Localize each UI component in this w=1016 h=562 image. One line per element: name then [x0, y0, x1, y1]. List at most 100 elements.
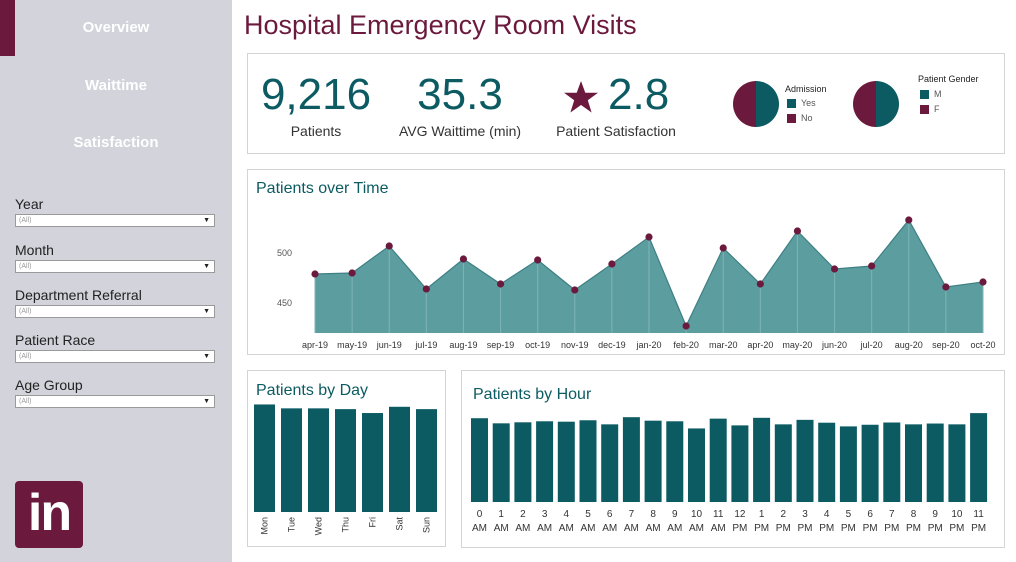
data-point[interactable] [942, 283, 950, 291]
x-tick-label: AM [472, 523, 487, 534]
hour-bar[interactable] [905, 424, 922, 502]
x-tick-label: jun-19 [376, 340, 402, 350]
x-tick-label: apr-19 [302, 340, 328, 350]
data-point[interactable] [571, 286, 579, 294]
hour-bar[interactable] [948, 424, 966, 502]
hour-bar[interactable] [557, 421, 575, 502]
x-tick-label: oct-19 [525, 340, 550, 350]
nav-item-overview[interactable]: Overview [0, 0, 232, 56]
data-point[interactable] [979, 278, 987, 286]
x-tick-label: apr-20 [747, 340, 773, 350]
hour-bar[interactable] [492, 423, 510, 502]
x-tick-label: 4 [564, 509, 570, 520]
x-tick-label: aug-19 [449, 340, 477, 350]
patient-race-dropdown[interactable]: (All) ▼ [15, 350, 215, 363]
data-point[interactable] [422, 285, 430, 293]
data-point[interactable] [793, 227, 802, 235]
dropdown-value: (All) [19, 263, 32, 270]
x-tick-label: 8 [650, 509, 656, 520]
hour-bar[interactable] [579, 420, 597, 502]
x-tick-label: nov-19 [561, 340, 589, 350]
satisfaction-kpi-value: 2.8 [608, 70, 670, 119]
day-bar[interactable] [416, 409, 437, 512]
hour-bar[interactable] [926, 423, 944, 502]
data-point[interactable] [311, 270, 319, 278]
hour-bar[interactable] [774, 424, 792, 502]
pie-slice-no[interactable] [733, 81, 756, 127]
hour-bar[interactable] [883, 422, 901, 502]
pie-slice-yes[interactable] [756, 81, 779, 127]
legend-swatch [920, 105, 929, 115]
pie-slice-f[interactable] [853, 81, 876, 127]
data-point[interactable] [645, 233, 653, 241]
data-point[interactable] [608, 260, 616, 268]
hour-bar[interactable] [644, 420, 662, 502]
linkedin-icon: in [27, 484, 72, 542]
data-point[interactable] [830, 265, 839, 273]
hour-bar[interactable] [666, 421, 684, 502]
hour-bar[interactable] [514, 422, 532, 502]
hour-bar[interactable] [818, 422, 836, 502]
x-tick-label: 10 [951, 509, 963, 520]
x-tick-label: 5 [846, 509, 852, 520]
legend-item-yes: Yes [787, 98, 816, 109]
data-point[interactable] [719, 244, 727, 252]
hour-bar[interactable] [796, 419, 814, 502]
hour-bar[interactable] [622, 417, 640, 502]
waittime-kpi-label: AVG Waittime (min) [398, 123, 522, 139]
data-point[interactable] [348, 269, 356, 277]
hour-bar[interactable] [731, 425, 749, 502]
x-tick-label: Sun [422, 517, 432, 533]
caret-down-icon: ▼ [203, 308, 210, 315]
nav-item-waittime[interactable]: Waittime [0, 58, 232, 114]
data-point[interactable] [905, 216, 913, 224]
hour-bar[interactable] [970, 413, 988, 502]
x-tick-label: jul-20 [860, 340, 883, 350]
hour-bar[interactable] [709, 418, 727, 502]
hour-bar[interactable] [688, 428, 705, 502]
x-tick-label: 9 [672, 509, 678, 520]
department-referral-dropdown[interactable]: (All) ▼ [15, 305, 215, 318]
x-tick-label: AM [689, 523, 704, 534]
patients-over-time-panel: Patients over Time apr-19 may-19 jun-19 jul… [247, 169, 1005, 355]
day-bar[interactable] [362, 413, 383, 512]
data-point[interactable] [868, 262, 876, 270]
x-tick-label: 3 [542, 509, 548, 520]
nav-item-label: Overview [82, 19, 150, 36]
hour-bar[interactable] [601, 424, 619, 502]
data-point[interactable] [459, 255, 468, 263]
data-point[interactable] [756, 280, 764, 288]
pie-slice-m[interactable] [876, 81, 899, 127]
legend-item-f: F [920, 104, 940, 115]
year-dropdown[interactable]: (All) ▼ [15, 214, 215, 227]
sidebar: Overview Waittime Satisfaction Year (All… [0, 0, 232, 562]
x-tick-label: feb-20 [673, 340, 699, 350]
x-tick-label: 12 [734, 509, 746, 520]
x-tick-label: jan-20 [635, 340, 661, 350]
linkedin-logo[interactable]: in [15, 481, 83, 548]
hour-bar[interactable] [471, 418, 488, 502]
month-dropdown[interactable]: (All) ▼ [15, 260, 215, 273]
day-bar[interactable] [389, 406, 410, 512]
hour-bar[interactable] [839, 426, 857, 502]
data-point[interactable] [385, 242, 393, 250]
day-bar[interactable] [254, 404, 275, 512]
hour-bar[interactable] [753, 417, 771, 502]
data-point[interactable] [682, 322, 690, 330]
data-point[interactable] [496, 280, 505, 288]
x-tick-label: sep-19 [487, 340, 515, 350]
hour-bar[interactable] [536, 421, 554, 502]
hour-bar[interactable] [861, 424, 879, 502]
data-point[interactable] [534, 256, 542, 264]
x-tick-label: AM [624, 523, 639, 534]
age-group-dropdown[interactable]: (All) ▼ [15, 395, 215, 408]
day-bar[interactable] [281, 408, 302, 512]
day-bar[interactable] [335, 409, 356, 512]
nav-item-label: Satisfaction [73, 134, 159, 151]
x-tick-label: jul-19 [414, 340, 437, 350]
day-bar[interactable] [308, 408, 329, 512]
filter-year: Year (All) ▼ [15, 196, 215, 227]
nav-item-satisfaction[interactable]: Satisfaction [0, 115, 232, 171]
star-icon [564, 81, 598, 113]
legend-item-no: No [787, 113, 813, 124]
